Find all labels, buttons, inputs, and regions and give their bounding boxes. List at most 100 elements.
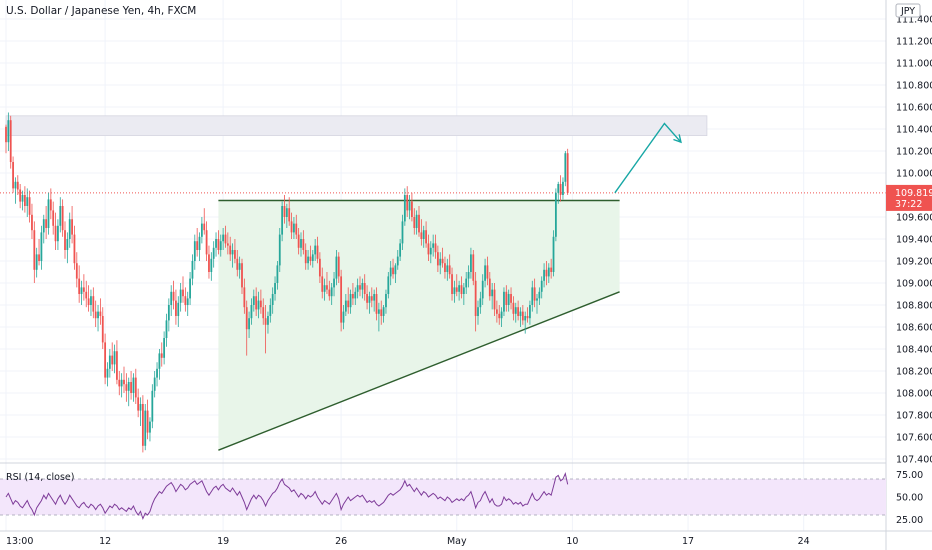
candle-body (394, 265, 397, 275)
candle-body (547, 267, 550, 277)
candle-body (517, 307, 520, 316)
candle-body (61, 206, 64, 231)
candle-body (208, 254, 210, 272)
candle-body (78, 278, 81, 294)
candle-body (311, 254, 314, 261)
candle-body (519, 311, 522, 316)
candle-body (403, 195, 406, 222)
candle-body (493, 289, 496, 310)
projection-arrow-layer (614, 122, 682, 194)
candle-body (512, 302, 515, 314)
candle-body (352, 294, 354, 299)
candle-body (68, 219, 71, 239)
candle-body (5, 126, 7, 143)
candle-body (134, 377, 137, 398)
candle-body (156, 368, 158, 378)
candle-body (245, 307, 248, 330)
candle-body (116, 351, 118, 380)
candle-body (196, 241, 199, 250)
candle-body (64, 230, 66, 250)
candle-body (529, 305, 531, 319)
candle-body (203, 223, 206, 231)
candle-body (12, 162, 14, 189)
candle-body (120, 379, 123, 387)
candle-body (259, 300, 262, 308)
candle-body (491, 289, 494, 297)
candle-body (451, 274, 453, 294)
candle-body (269, 305, 272, 316)
candle-body (85, 291, 88, 299)
y-tick-label: 109.600 (896, 213, 932, 224)
candle-body (432, 243, 435, 248)
candle-body (401, 221, 404, 244)
y-tick-label: 109.200 (896, 257, 932, 268)
y-tick-label: 111.200 (896, 37, 932, 48)
candle-body (342, 311, 345, 323)
candles-layer (5, 112, 569, 453)
x-tick-label: 17 (682, 536, 694, 547)
candle-body (108, 355, 111, 369)
candle-body (274, 283, 276, 294)
projection-arrowhead (673, 134, 682, 144)
candle-body (413, 217, 416, 228)
candle-body (366, 294, 368, 303)
candle-body (21, 195, 24, 202)
candle-body (439, 258, 442, 266)
candle-body (370, 296, 373, 301)
candle-body (495, 309, 498, 314)
candle-body (526, 316, 529, 319)
candle-body (455, 287, 458, 292)
candle-body (90, 296, 92, 305)
candle-body (82, 287, 85, 292)
candle-body (307, 256, 309, 264)
candle-body (359, 285, 361, 290)
candle-body (113, 351, 116, 365)
y-tick-label: 107.600 (896, 433, 932, 444)
candle-body (186, 298, 189, 305)
x-tick-label: May (447, 536, 467, 547)
candle-body (465, 278, 468, 288)
candle-body (429, 247, 432, 255)
candle-body (427, 243, 430, 255)
bar-countdown: 37:22 (895, 199, 922, 210)
candle-body (337, 256, 340, 277)
candle-body (392, 267, 394, 275)
candle-body (31, 214, 33, 231)
candle-body (75, 263, 78, 279)
candle-body (562, 181, 564, 195)
x-tick-label: 19 (217, 536, 229, 547)
candle-body (52, 210, 55, 226)
y-tick-label: 111.000 (896, 59, 932, 70)
candle-body (415, 214, 418, 228)
candle-body (175, 300, 177, 316)
candle-body (144, 410, 147, 446)
candle-body (387, 276, 390, 294)
triangle-pattern-layer (218, 199, 620, 451)
x-tick-label: 10 (566, 536, 578, 547)
candle-body (130, 382, 132, 393)
currency-badge-box (895, 3, 921, 18)
y-tick-label: 111.400 (896, 15, 932, 26)
y-tick-label: 108.800 (896, 301, 932, 312)
candle-body (368, 296, 371, 303)
candle-body (125, 384, 128, 391)
candle-body (510, 294, 512, 303)
candle-body (484, 265, 486, 281)
price-axis[interactable]: 111.400 111.200 111.000 110.800 110.600 110.4… (896, 15, 932, 466)
currency-badge[interactable]: JPY (895, 3, 921, 18)
candle-body (434, 243, 437, 253)
candle-body (243, 287, 246, 308)
y-tick-label: 107.400 (896, 455, 932, 466)
candle-body (347, 300, 350, 308)
resistance-zone (5, 115, 708, 137)
candle-body (375, 294, 378, 314)
candle-body (219, 241, 222, 250)
candle-body (377, 309, 380, 314)
candle-body (533, 287, 536, 301)
candle-body (564, 153, 567, 182)
candle-body (262, 307, 265, 319)
candle-body (380, 309, 383, 316)
time-axis[interactable]: 13:00121926May101724Jun714 (6, 536, 932, 547)
candle-body (236, 258, 239, 270)
